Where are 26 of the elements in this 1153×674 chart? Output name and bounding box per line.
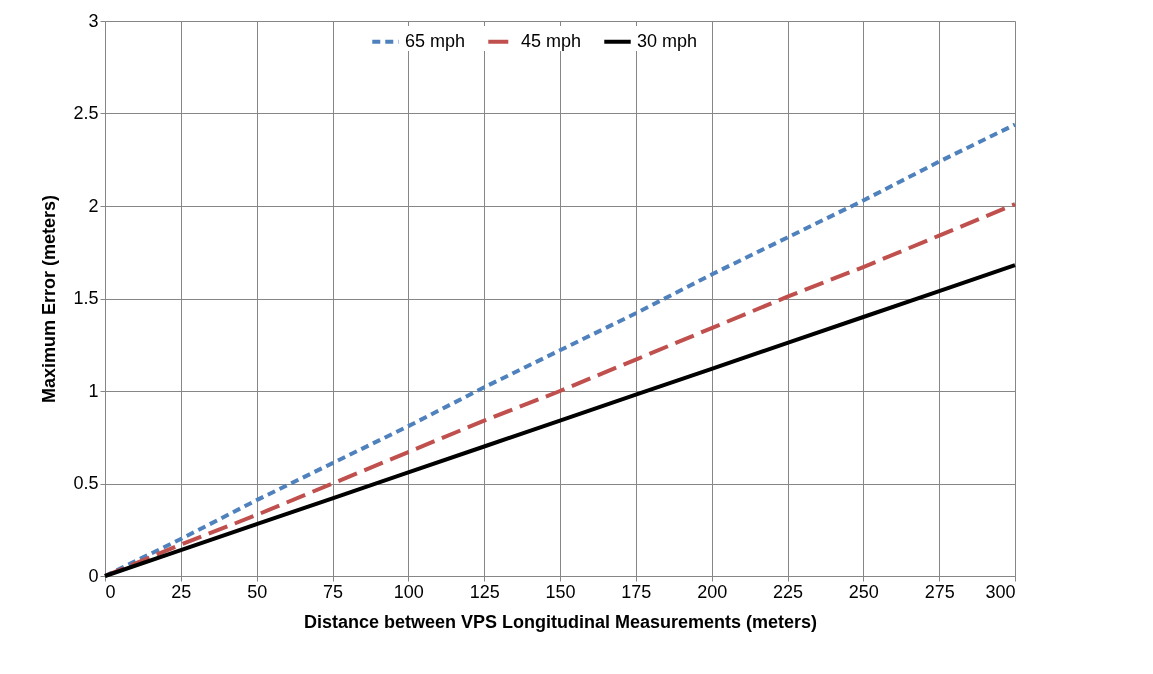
x-tick-label: 0 [105, 581, 116, 602]
legend-label: 30 mph [637, 30, 698, 51]
y-tick-label: 3 [88, 10, 99, 31]
x-tick-label: 150 [545, 581, 576, 602]
x-tick-label: 100 [393, 581, 424, 602]
x-tick-label: 125 [469, 581, 500, 602]
x-tick-label: 250 [848, 581, 879, 602]
x-tick-label: 75 [322, 581, 344, 602]
x-tick-label: 25 [171, 581, 192, 602]
x-tick-label: 275 [924, 581, 955, 602]
x-tick-label: 175 [621, 581, 652, 602]
x-tick-label: 225 [772, 581, 804, 602]
x-tick-label: 50 [247, 581, 268, 602]
y-tick-label: 1 [88, 380, 99, 401]
y-tick-label: 2 [88, 195, 99, 216]
legend-label: 65 mph [405, 30, 466, 51]
y-tick-label: 0 [88, 565, 99, 586]
x-tick-label: 300 [985, 581, 1016, 602]
line-series [103, 263, 1017, 578]
legend-label: 45 mph [521, 30, 582, 51]
y-axis-title: Maximum Error (meters) [39, 194, 60, 404]
y-tick-label: 0.5 [73, 473, 99, 493]
x-axis-title: Distance between VPS Longitudinal Measurements (meters) [303, 611, 818, 632]
y-tick-label: 1.5 [73, 288, 99, 308]
x-tick-label: 200 [697, 581, 728, 602]
y-tick-label: 2.5 [73, 103, 99, 123]
